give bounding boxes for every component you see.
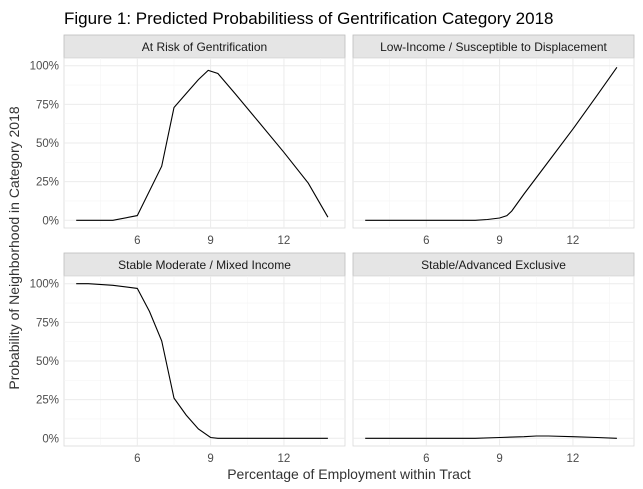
facet-panel: Stable/Advanced Exclusive 6 9 12: [352, 252, 635, 465]
x-tick-label: 9: [496, 235, 502, 247]
x-tick-label: 6: [134, 453, 140, 465]
x-tick-label: 6: [423, 453, 429, 465]
y-tick-label: 50%: [36, 356, 59, 368]
chart-title: Figure 1: Predicted Probabilitiess of Ge…: [64, 9, 553, 28]
facet-label: At Risk of Gentrification: [142, 40, 267, 54]
series-line: [76, 69, 329, 221]
y-tick-label: 50%: [36, 138, 59, 150]
facet-panel: Stable Moderate / Mixed Income 6 9 12 0% 25% 5…: [30, 252, 346, 465]
x-tick-label: 12: [567, 453, 580, 465]
facet-panels: At Risk of Gentrification 6 9 12 0% 25% 50% 75%…: [30, 34, 635, 465]
y-tick-label: 25%: [36, 395, 59, 407]
x-tick-label: 9: [496, 453, 502, 465]
x-tick-label: 6: [134, 235, 140, 247]
facet-panel: At Risk of Gentrification 6 9 12 0% 25% 50% 75%…: [30, 34, 346, 247]
y-axis-title: Probability of Neighborhood in Category …: [6, 106, 22, 390]
series-line: [365, 66, 618, 221]
y-tick-label: 0%: [42, 215, 59, 227]
x-tick-label: 9: [207, 453, 213, 465]
facet-panel: Low-Income / Susceptible to Displacement…: [352, 34, 635, 247]
y-tick-label: 0%: [42, 433, 59, 445]
series-line: [365, 435, 617, 439]
x-tick-label: 6: [423, 235, 429, 247]
y-tick-label: 75%: [36, 99, 59, 111]
x-tick-label: 12: [278, 235, 291, 247]
x-tick-label: 12: [278, 453, 291, 465]
series-line: [76, 283, 328, 439]
facet-label: Stable/Advanced Exclusive: [421, 258, 566, 272]
y-tick-label: 75%: [36, 317, 59, 329]
facet-label: Low-Income / Susceptible to Displacement: [380, 40, 607, 54]
x-tick-label: 12: [567, 235, 580, 247]
x-axis-title: Percentage of Employment within Tract: [227, 466, 471, 482]
x-tick-label: 9: [207, 235, 213, 247]
y-tick-label: 100%: [30, 279, 59, 291]
facet-label: Stable Moderate / Mixed Income: [118, 258, 291, 272]
y-tick-label: 100%: [30, 61, 59, 73]
y-tick-label: 25%: [36, 177, 59, 189]
